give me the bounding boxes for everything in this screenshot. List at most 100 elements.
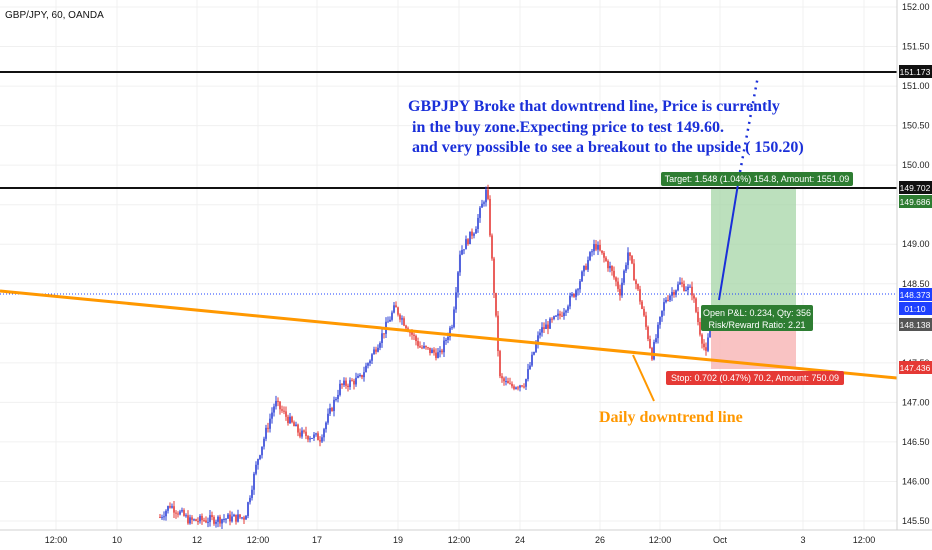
candle-body <box>661 310 663 317</box>
candle-body <box>239 514 241 518</box>
annotation-line-2: in the buy zone.Expecting price to test … <box>408 119 724 136</box>
tag-target-box <box>899 195 932 208</box>
candle-body <box>271 412 273 419</box>
candle-body <box>259 455 261 460</box>
candle-body <box>191 517 193 520</box>
candle-body <box>377 347 379 352</box>
candle-body <box>693 295 695 299</box>
candle-body <box>383 333 385 335</box>
candle-body <box>341 383 343 385</box>
candle-body <box>555 315 557 317</box>
candle-body <box>399 314 401 320</box>
candle-body <box>675 290 677 295</box>
candle-body <box>317 433 319 441</box>
candle-body <box>455 292 457 310</box>
candle-body <box>169 506 171 508</box>
candle-body <box>513 386 515 389</box>
y-tick-label: 151.00 <box>902 81 930 91</box>
candle-body <box>631 255 633 264</box>
x-tick-label: 12:00 <box>45 535 68 545</box>
x-tick-label: 26 <box>595 535 605 545</box>
candle-body <box>263 438 265 447</box>
candle-body <box>227 514 229 519</box>
candle-body <box>199 515 201 522</box>
candle-body <box>663 302 665 311</box>
candle-body <box>641 301 643 309</box>
tag-countdown-box <box>899 302 932 315</box>
candle-body <box>255 464 257 474</box>
candle-body <box>411 332 413 335</box>
candle-body <box>401 318 403 320</box>
candle-body <box>665 299 667 303</box>
candle-body <box>213 517 215 524</box>
candle-body <box>689 286 691 288</box>
daily-downtrend-line[interactable] <box>0 289 898 380</box>
candle-body <box>677 284 679 291</box>
candle-body <box>417 341 419 347</box>
candle-body <box>473 233 475 236</box>
candle-body <box>243 517 245 520</box>
candle-body <box>173 506 175 513</box>
candle-body <box>637 284 639 290</box>
trendline-pointer <box>632 354 655 402</box>
candle-body <box>465 239 467 250</box>
candle-body <box>349 380 351 387</box>
candle-body <box>419 346 421 348</box>
candle-body <box>297 424 299 433</box>
x-tick-label: 17 <box>312 535 322 545</box>
candle-body <box>353 380 355 385</box>
candle-body <box>305 431 307 436</box>
candle-body <box>225 518 227 520</box>
candle-body <box>657 324 659 339</box>
candle-body <box>635 280 637 285</box>
candle-body <box>529 365 531 370</box>
candle-body <box>535 343 537 352</box>
candle-body <box>565 310 567 313</box>
candle-body <box>309 438 311 440</box>
tag-countdown: 01:10 <box>904 304 926 314</box>
candle-body <box>211 515 213 518</box>
candle-body <box>691 286 693 296</box>
candle-body <box>333 399 335 412</box>
candle-body <box>505 381 507 383</box>
x-tick-label: 12 <box>192 535 202 545</box>
candle-body <box>331 408 333 412</box>
candle-body <box>627 252 629 266</box>
candle-body <box>433 349 435 353</box>
candle-body <box>659 316 661 325</box>
candle-body <box>405 325 407 329</box>
candle-body <box>543 327 545 330</box>
candle-body <box>607 260 609 269</box>
candle-body <box>395 305 397 308</box>
price-axis[interactable] <box>897 0 932 530</box>
y-tick-label: 146.50 <box>902 437 930 447</box>
candle-body <box>325 422 327 430</box>
candle-body <box>587 260 589 270</box>
candle-body <box>203 520 205 522</box>
candle-body <box>231 516 233 522</box>
candle-body <box>381 333 383 344</box>
trendline-label: Daily downtrend line <box>599 409 743 426</box>
y-tick-label: 152.00 <box>902 2 930 12</box>
candle-body <box>645 315 647 327</box>
candle-body <box>557 313 559 316</box>
tag-level-top-box <box>899 65 932 78</box>
candle-body <box>339 383 341 395</box>
candle-body <box>531 354 533 366</box>
candle-body <box>237 514 239 522</box>
candle-body <box>467 239 469 245</box>
candle-body <box>667 299 669 301</box>
y-tick-label: 150.50 <box>902 121 930 131</box>
candle-body <box>247 502 249 516</box>
y-tick-label: 149.00 <box>902 239 930 249</box>
tag-entry: 148.138 <box>900 320 931 330</box>
stop-label: Stop: 0.702 (0.47%) 70.2, Amount: 750.09 <box>671 373 839 383</box>
candle-body <box>205 520 207 523</box>
candle-body <box>445 339 447 341</box>
candle-body <box>269 418 271 429</box>
candle-body <box>319 440 321 442</box>
candle-body <box>219 516 221 524</box>
time-axis[interactable] <box>0 530 932 550</box>
candle-body <box>503 378 505 382</box>
